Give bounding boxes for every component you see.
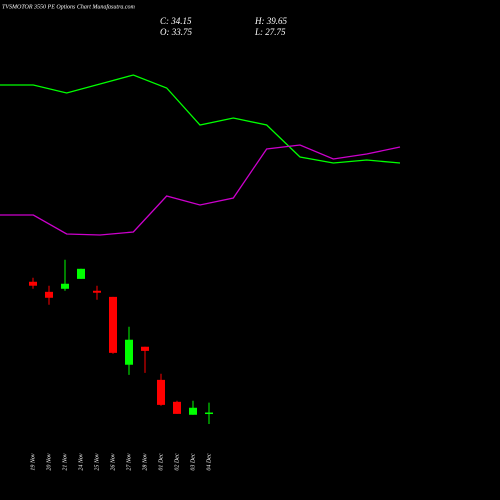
candle-body — [205, 412, 213, 415]
ohlc-value: 33.75 — [171, 27, 193, 37]
ohlc-label: H: — [254, 16, 265, 26]
x-tick-label: 20 Nov — [46, 453, 52, 471]
candle-body — [125, 339, 133, 365]
x-tick-label: 19 Nov — [30, 453, 36, 471]
ohlc-info: H: 39.65 — [254, 16, 288, 26]
x-tick-label: 02 Dec — [174, 453, 180, 470]
x-tick-label: 04 Dec — [205, 453, 212, 470]
ohlc-value: 34.15 — [170, 16, 192, 26]
ohlc-info: C: 34.15 — [160, 16, 192, 26]
candle-body — [29, 281, 37, 286]
x-tick-label: 27 Nov — [126, 453, 132, 471]
ohlc-label: C: — [160, 16, 169, 26]
candle-body — [189, 407, 197, 415]
x-tick-label: 24 Nov — [77, 453, 84, 471]
x-tick-label: 21 Nov — [62, 453, 68, 471]
x-tick-label: 28 Nov — [142, 453, 148, 471]
line-series — [0, 74, 401, 164]
candle-body — [45, 291, 53, 298]
x-tick-label: 03 Dec — [190, 453, 196, 470]
x-tick-label: 26 Nov — [110, 453, 116, 471]
ohlc-value: 27.75 — [265, 27, 286, 37]
candle-body — [173, 401, 181, 414]
line-series — [0, 144, 401, 236]
candle-body — [157, 379, 165, 405]
ohlc-info: L: 27.75 — [254, 27, 286, 37]
candle-body — [93, 290, 101, 293]
ohlc-label: L: — [254, 27, 263, 37]
chart-title: TVSMOTOR 3550 PE Options Chart Munafasut… — [2, 3, 136, 10]
ohlc-info: O: 33.75 — [160, 27, 193, 37]
candle-body — [109, 296, 117, 353]
x-tick-label: 01 Dec — [158, 453, 164, 470]
ohlc-label: O: — [160, 27, 170, 37]
x-tick-label: 25 Nov — [94, 453, 100, 471]
candle-body — [77, 268, 85, 279]
ohlc-value: 39.65 — [266, 16, 288, 26]
candle-body — [141, 346, 149, 351]
candle-body — [61, 283, 69, 289]
